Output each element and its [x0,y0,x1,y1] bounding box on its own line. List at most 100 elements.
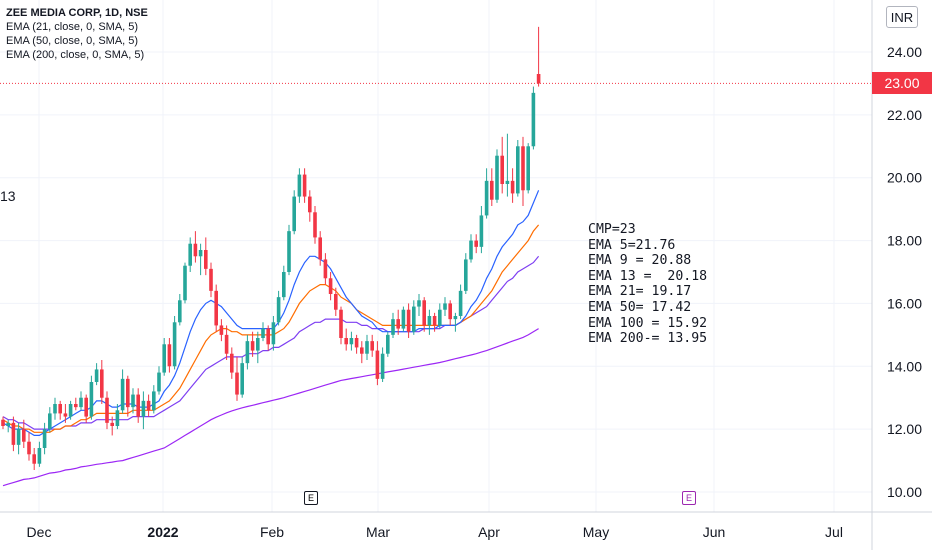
candle [48,407,52,433]
candle-body [531,92,536,147]
x-tick-label: May [583,524,609,540]
candle-body [375,350,380,379]
candle [370,334,374,357]
candle [53,397,57,420]
candle [204,237,208,276]
candle [302,168,307,203]
candle [136,388,140,423]
candle [68,400,73,420]
candle-body [63,413,68,417]
candle-body [74,404,78,408]
candle-body [89,382,94,417]
candle-body [209,268,213,291]
candle [126,375,130,417]
y-tick-label: 20.00 [887,170,922,186]
candle [453,312,458,332]
candle [1,416,5,430]
candle-body [178,300,182,323]
earnings-badge-future[interactable]: E [682,491,696,505]
candle-body [500,155,504,184]
earnings-badge-past[interactable]: E [304,491,318,505]
x-tick-label: Feb [260,524,284,540]
candle-body [27,441,31,455]
candle-body [250,341,255,351]
candle [490,168,494,206]
legend-ema-21[interactable]: EMA (21, close, 0, SMA, 5) [6,21,139,33]
candle-body [302,174,307,197]
candle-body [391,319,395,335]
candle [141,391,146,430]
candle-body [240,363,244,395]
candle [438,303,442,329]
candle-body [380,353,385,379]
candle-body [334,294,338,310]
annot-ema-100: EMA 100 = 15.92 [588,315,708,331]
candle-body [11,422,16,445]
annot-ema-21: EMA 21= 19.17 [588,284,692,300]
candle [360,341,364,364]
candle-body [79,397,83,408]
currency-button[interactable]: INR [886,6,918,28]
candle-body [536,74,541,84]
candle-body [6,422,10,426]
candle [276,290,281,326]
candle-body [193,243,198,257]
candle [84,394,88,423]
candle [193,231,198,263]
candle [58,400,62,420]
candle [422,297,426,332]
candle-body [198,250,203,257]
candle-body [287,231,291,272]
ema-fast-line [2,190,540,436]
candle [375,341,380,386]
candle-body [136,394,140,417]
candle-body [42,429,47,448]
candle [74,397,78,411]
candle [328,272,333,301]
candle-body [167,344,172,367]
candle [287,224,291,276]
annot-ema-9: EMA 9 = 20.88 [588,253,692,269]
candle [266,325,270,351]
candle-body [22,429,26,442]
candle-body [328,278,333,294]
candle-body [219,325,224,335]
legend-ema-50[interactable]: EMA (50, close, 0, SMA, 5) [6,35,139,47]
candle [386,331,390,357]
candle-body [443,303,447,310]
candle-body [308,196,312,213]
candle-body [157,372,161,392]
legend-symbol: ZEE MEDIA CORP, 1D, NSE [6,7,148,19]
candle [500,136,504,194]
candle [469,234,473,263]
candle [344,328,348,351]
legend-ema-200[interactable]: EMA (200, close, 0, SMA, 5) [6,49,145,61]
candle [32,448,36,470]
candle [536,26,541,87]
candle [443,297,447,316]
candle [282,265,286,301]
candle [224,325,229,360]
candle [89,375,94,420]
candle [521,136,525,206]
candle-body [432,316,437,326]
ema-slow-line [2,255,540,430]
candle-body [261,328,265,338]
candle [100,360,104,404]
candle-body [401,309,406,329]
candle [334,287,338,316]
candle [162,338,166,376]
candle-body [37,448,42,464]
y-tick-label: 10.00 [887,484,922,500]
candle-body [521,146,525,191]
candle [79,391,83,411]
candle [230,347,234,379]
price-axis-labels: 24.00 22.00 20.00 18.00 16.00 14.00 12.00 10.00 [887,44,922,500]
candle [183,262,187,304]
candle [308,190,312,222]
candle-body [417,300,421,307]
annot-ema-50: EMA 50= 17.42 [588,299,692,315]
candle [6,419,10,433]
candle [131,388,135,414]
